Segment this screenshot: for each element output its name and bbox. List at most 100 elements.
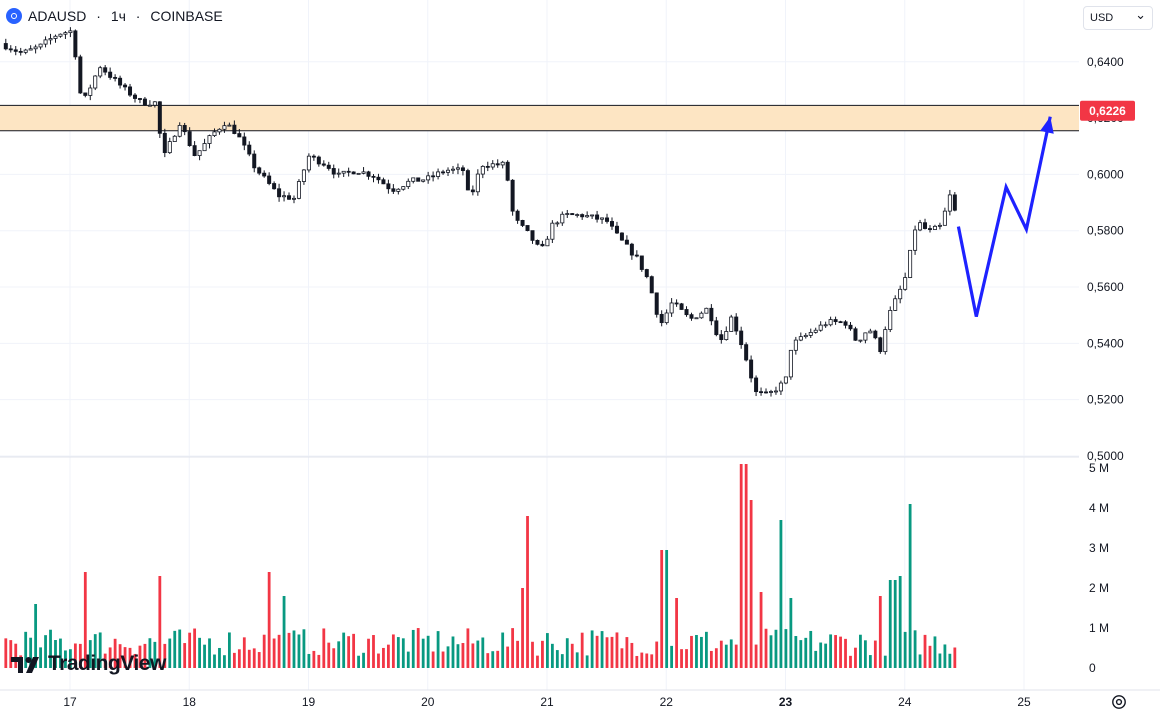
candle xyxy=(88,84,93,101)
candle-body-down xyxy=(8,48,13,51)
price-tick-label: 0,6400 xyxy=(1087,55,1124,69)
candle xyxy=(818,321,823,332)
candle-body-up xyxy=(291,197,296,200)
volume-bar xyxy=(724,644,728,668)
price-label-text: 0,6226 xyxy=(1089,104,1126,118)
candle xyxy=(490,160,495,170)
volume-bar xyxy=(541,640,544,668)
candle xyxy=(341,170,346,177)
candle xyxy=(485,161,490,172)
candle-body-down xyxy=(734,316,739,332)
candle xyxy=(470,185,475,196)
candle xyxy=(406,178,411,190)
candle xyxy=(247,141,252,157)
candle xyxy=(436,168,441,180)
gear-icon[interactable] xyxy=(1110,693,1128,711)
candle-body-up xyxy=(406,180,411,187)
time-tick-label: 19 xyxy=(302,695,316,709)
volume-bar xyxy=(511,628,515,668)
candle-body-up xyxy=(590,214,595,217)
candle xyxy=(272,181,277,190)
candle-body-up xyxy=(585,215,590,218)
candle xyxy=(520,219,525,228)
candle-body-up xyxy=(858,339,863,342)
volume-bar xyxy=(789,598,793,668)
candle xyxy=(147,100,152,107)
candle-body-up xyxy=(33,46,38,50)
candle xyxy=(704,307,709,314)
volume-bar xyxy=(386,644,390,668)
volume-bar xyxy=(526,516,529,668)
candle xyxy=(232,120,237,135)
candle xyxy=(878,336,883,354)
candle-body-up xyxy=(63,32,68,35)
volume-bar xyxy=(322,628,326,668)
candle xyxy=(48,33,53,45)
volume-bar xyxy=(471,643,475,668)
candle xyxy=(123,83,128,91)
currency-select[interactable]: USD ⌄ xyxy=(1083,6,1153,30)
volume-bar xyxy=(332,648,336,668)
candle-body-down xyxy=(714,320,719,336)
candle xyxy=(714,316,719,337)
volume-bar xyxy=(844,638,847,668)
volume-bar xyxy=(421,638,425,668)
tradingview-logo[interactable]: TradingView xyxy=(10,652,166,676)
candle-body-up xyxy=(301,169,306,182)
candle xyxy=(455,163,460,175)
volume-bar xyxy=(247,649,251,668)
candle xyxy=(326,161,331,171)
time-tick-label: 18 xyxy=(183,695,197,709)
projected-path xyxy=(956,116,1052,317)
candle xyxy=(764,388,769,394)
volume-bar xyxy=(655,641,659,668)
candle-body-up xyxy=(600,217,605,220)
chart-header: ADAUSD · 1ч · COINBASE xyxy=(6,8,223,24)
candle-body-up xyxy=(550,222,555,240)
volume-bar xyxy=(650,654,654,668)
volume-bar xyxy=(719,640,723,668)
candle xyxy=(132,93,137,103)
candle xyxy=(788,349,793,380)
candle-body-down xyxy=(848,324,853,330)
candle-body-up xyxy=(282,195,287,198)
candle xyxy=(252,150,257,173)
candle-body-up xyxy=(152,101,157,106)
candle xyxy=(565,209,570,218)
candle xyxy=(386,179,391,194)
candle-body-up xyxy=(147,104,152,107)
interval-label[interactable]: 1ч xyxy=(110,8,126,24)
symbol-name[interactable]: ADAUSD xyxy=(28,8,87,24)
candle-body-down xyxy=(634,254,639,257)
volume-bar xyxy=(754,644,758,668)
candle xyxy=(93,75,98,91)
candle xyxy=(401,186,406,191)
candle-body-down xyxy=(674,302,679,305)
candle-body-down xyxy=(242,136,247,146)
price-label-bg xyxy=(1080,100,1135,121)
candle xyxy=(222,121,227,133)
volume-bar xyxy=(531,641,534,668)
candle-body-up xyxy=(436,171,441,177)
volume-bar xyxy=(714,648,718,668)
volume-bar xyxy=(317,654,321,668)
candle xyxy=(192,141,197,157)
time-tick-label: 22 xyxy=(660,695,674,709)
volume-bar xyxy=(690,635,693,668)
candle-body-down xyxy=(128,86,133,96)
volume-bar xyxy=(93,634,97,668)
candle-body-down xyxy=(878,337,883,353)
candle-body-down xyxy=(73,30,78,58)
candle xyxy=(142,96,147,107)
candle xyxy=(664,309,669,325)
candle xyxy=(560,211,565,226)
candle-body-down xyxy=(619,232,624,241)
volume-bar xyxy=(237,649,241,668)
tradingview-logo-icon xyxy=(11,657,39,673)
candle xyxy=(262,170,267,178)
candle-body-down xyxy=(505,161,510,181)
volume-bar xyxy=(660,550,664,668)
volume-bar xyxy=(34,604,38,668)
volume-bar xyxy=(113,638,117,668)
